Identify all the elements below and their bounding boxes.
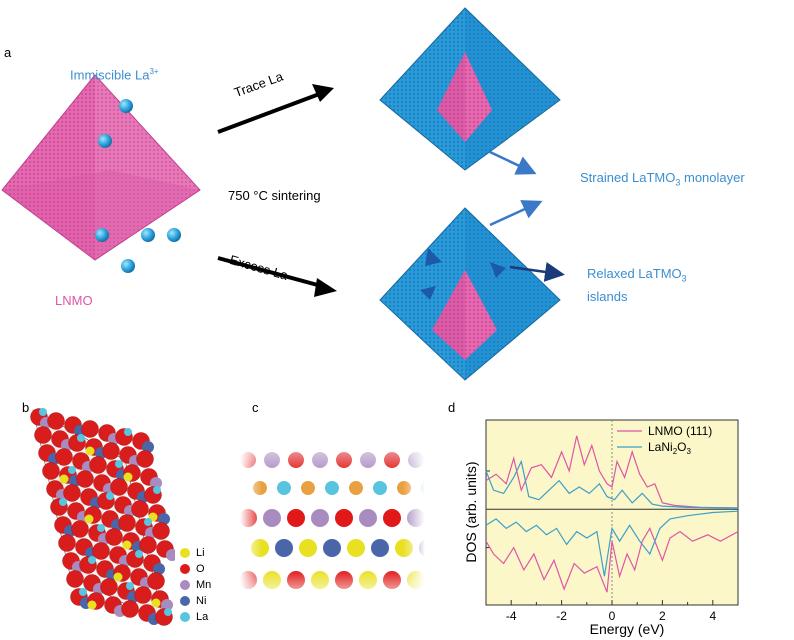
x-axis-label: Energy (eV) [590,621,665,637]
la-atom [135,550,143,558]
dos-series-0-down [485,527,739,593]
oxygen-atom [47,412,65,430]
y-axis-label: DOS (arb. units) [463,461,479,562]
metal-atom [142,441,154,453]
la-atom [144,518,152,526]
metal-atom [166,549,175,561]
x-tick-label: -4 [506,609,517,623]
oxygen-atom [102,442,120,460]
islands-pointer [509,262,565,282]
oxygen-atom [100,578,118,596]
la-atom [39,408,47,416]
legend-la: La [180,609,211,625]
oxygen-atom [89,456,107,474]
panel-label-b: b [22,400,30,415]
la-atom [59,498,67,506]
panel-label-c: c [252,400,259,415]
la-atom [97,524,105,532]
immiscible-la-label: Immiscible La3+ [70,67,159,83]
la-atom [77,434,85,442]
legend-mn: Mn [180,577,211,593]
la-atom [124,428,132,436]
li-atom [85,446,95,456]
strained-pointer-2 [489,200,543,227]
la-atom [164,608,172,616]
panel-label-a: a [4,45,12,60]
dos-series-1-up [485,459,739,509]
oxygen-atom [131,500,149,518]
oxygen-atom [71,520,89,538]
la-ions [95,99,181,273]
la-atom [115,460,123,468]
la-atom [88,556,96,564]
li-atom [151,598,161,608]
la-atom [153,486,161,494]
metal-atom [150,477,162,489]
oxygen-atom [34,426,52,444]
strained-pointer-1 [489,150,537,175]
strained-octahedron [379,7,561,171]
oxygen-atom [42,462,60,480]
la-atom [79,588,87,596]
lnmo-label: LNMO [55,293,93,308]
panel-label-d: d [448,400,456,415]
metal-atom [161,599,173,611]
oxygen-atom [121,600,139,618]
oxygen-atom [139,536,157,554]
li-atom [84,514,94,524]
oxygen-atom [76,470,94,488]
x-tick-label: 2 [659,609,666,623]
oxygen-atom [105,528,123,546]
oxygen-atom [92,542,110,560]
metal-atom [153,563,165,575]
x-tick-label: 4 [709,609,716,623]
legend-o: O [180,561,211,577]
oxygen-atom [110,478,128,496]
li-atom [59,474,69,484]
la-atom [106,492,114,500]
la-atom [68,466,76,474]
oxygen-atom [63,484,81,502]
strained-monolayer-label: Strained LaTMO3 monolayer [580,170,745,188]
panel-a-illustration [1,7,565,381]
chart-legend: LNMO (111) LaNi2O3 [617,424,712,456]
legend-lani2o3: LaNi2O3 [648,440,691,456]
excess-arrow [217,256,326,289]
oxygen-atom [66,570,84,588]
x-tick-label: 0 [609,609,616,623]
metal-atom [158,513,170,525]
la-atom [126,582,134,590]
dos-series-1-down [485,510,739,577]
oxygen-atom [134,586,152,604]
oxygen-atom [147,572,165,590]
oxygen-atom [58,534,76,552]
panel-c-structure [240,430,425,605]
oxygen-atom [118,514,136,532]
oxygen-atom [55,448,73,466]
li-atom [123,472,133,482]
trace-arrow [217,91,323,134]
x-tick-label: -2 [556,609,567,623]
dos-series-0-up [485,435,739,509]
relaxed-islands-label: Relaxed LaTMO3 islands [587,266,687,304]
legend-lnmo: LNMO (111) [648,424,712,438]
oxygen-atom [81,420,99,438]
oxygen-atom [152,522,170,540]
li-atom [122,540,132,550]
atom-legend: Li O Mn Ni La [180,545,211,625]
legend-ni: Ni [180,593,211,609]
oxygen-atom [136,450,154,468]
lnmo-octahedron [1,74,201,261]
li-atom [87,600,97,610]
sintering-label: 750 °C sintering [228,188,321,203]
panel-b-structure [30,408,175,626]
legend-li: Li [180,545,211,561]
li-atom [113,572,123,582]
dos-chart: -4 -2 0 2 4 Energy (eV) DOS (arb. units) LNM… [463,419,739,637]
islands-octahedron [379,207,561,381]
